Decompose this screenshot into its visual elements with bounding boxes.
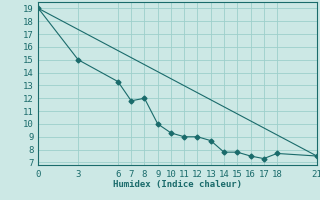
X-axis label: Humidex (Indice chaleur): Humidex (Indice chaleur) — [113, 180, 242, 189]
